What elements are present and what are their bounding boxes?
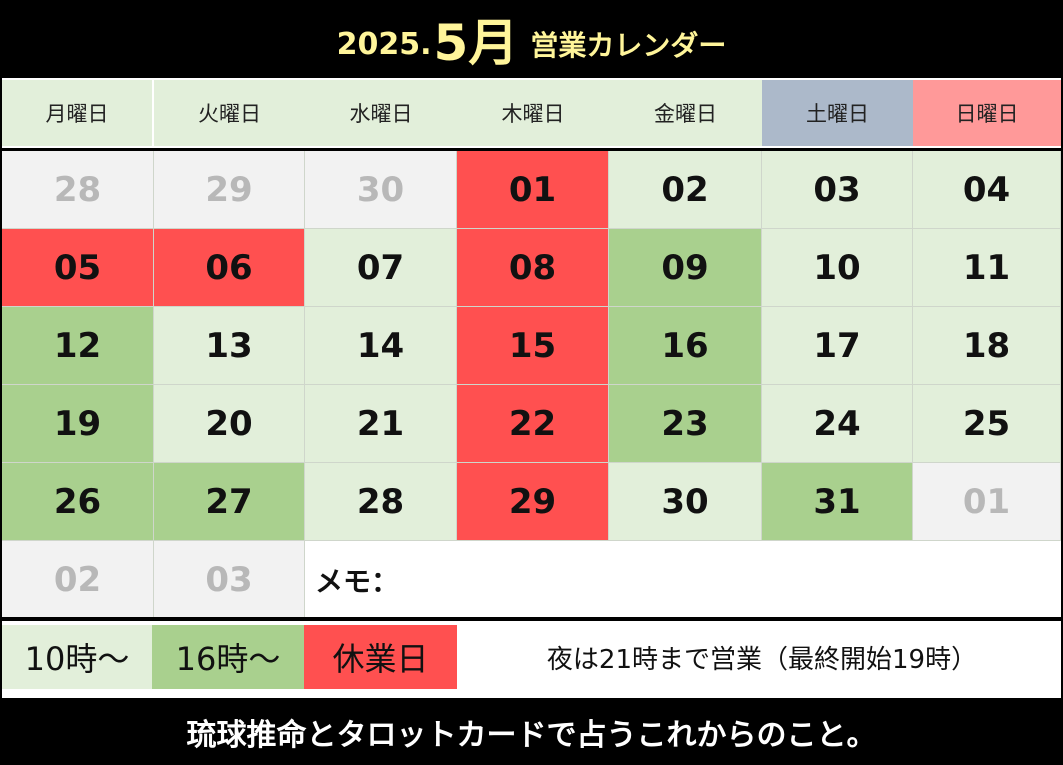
calendar-day-cell: 30 [609, 463, 762, 541]
calendar-day-cell: 12 [2, 307, 154, 385]
calendar-day-cell: 05 [2, 229, 154, 307]
calendar-day-cell: 13 [154, 307, 305, 385]
calendar-day-cell: 29 [154, 151, 305, 229]
calendar-day-cell: 31 [762, 463, 913, 541]
legend-divider [2, 617, 1061, 621]
legend-normal-hours: 10時～ [2, 625, 152, 689]
calendar-day-cell: 21 [305, 385, 457, 463]
calendar-header: 2025. 5月 営業カレンダー [0, 0, 1063, 78]
calendar-day-cell: 17 [762, 307, 913, 385]
weekday-header: 金曜日 [609, 80, 762, 146]
weekday-header: 月曜日 [2, 80, 152, 146]
memo-label: メモ： [305, 541, 1061, 619]
calendar-day-cell: 24 [762, 385, 913, 463]
weekday-header: 水曜日 [305, 80, 457, 146]
calendar-day-cell: 18 [913, 307, 1061, 385]
calendar-day-cell: 11 [913, 229, 1061, 307]
header-divider [2, 148, 1061, 151]
calendar-panel: 月曜日 火曜日 水曜日 木曜日 金曜日 土曜日 日曜日 28 29 30 01 02 03 04 05 06… [2, 78, 1061, 698]
header-month: 5月 [433, 14, 519, 72]
calendar-day-cell: 20 [154, 385, 305, 463]
calendar-day-cell: 03 [762, 151, 913, 229]
calendar-day-cell: 23 [609, 385, 762, 463]
weekday-header: 木曜日 [457, 80, 609, 146]
calendar-day-cell: 25 [913, 385, 1061, 463]
calendar-day-cell: 26 [2, 463, 154, 541]
calendar-day-cell: 29 [457, 463, 609, 541]
calendar-day-cell: 01 [457, 151, 609, 229]
calendar-day-cell: 10 [762, 229, 913, 307]
calendar-day-cell: 28 [305, 463, 457, 541]
calendar-day-cell: 06 [154, 229, 305, 307]
header-year: 2025. [336, 26, 432, 62]
weekday-header: 土曜日 [762, 80, 913, 146]
calendar-day-cell: 22 [457, 385, 609, 463]
calendar-day-cell: 28 [2, 151, 154, 229]
calendar-day-cell: 14 [305, 307, 457, 385]
legend-closed: 休業日 [304, 625, 457, 689]
calendar-day-cell: 03 [154, 541, 305, 619]
calendar-day-cell: 27 [154, 463, 305, 541]
hours-note: 夜は21時まで営業（最終開始19時） [546, 644, 978, 675]
weekday-header-row: 月曜日 火曜日 水曜日 木曜日 金曜日 土曜日 日曜日 [2, 78, 1061, 148]
calendar-day-cell: 08 [457, 229, 609, 307]
legend: 10時～ 16時～ 休業日 夜は21時まで営業（最終開始19時） [2, 621, 1061, 698]
footer-tagline: 琉球推命とタロットカードで占うこれからのこと。 [0, 698, 1063, 765]
calendar-day-cell: 09 [609, 229, 762, 307]
calendar-day-cell: 16 [609, 307, 762, 385]
calendar-day-cell: 01 [913, 463, 1061, 541]
calendar-day-cell: 15 [457, 307, 609, 385]
calendar-grid: 28 29 30 01 02 03 04 05 06 07 08 09 10 11 12 13 14 15 16 17… [2, 151, 1061, 619]
calendar-day-cell: 30 [305, 151, 457, 229]
calendar-day-cell: 04 [913, 151, 1061, 229]
weekday-header: 火曜日 [154, 80, 305, 146]
calendar-day-cell: 02 [2, 541, 154, 619]
weekday-header: 日曜日 [913, 80, 1061, 146]
calendar-day-cell: 19 [2, 385, 154, 463]
header-subtitle: 営業カレンダー [530, 29, 727, 62]
calendar-day-cell: 07 [305, 229, 457, 307]
legend-late-hours: 16時～ [152, 625, 304, 689]
calendar-day-cell: 02 [609, 151, 762, 229]
